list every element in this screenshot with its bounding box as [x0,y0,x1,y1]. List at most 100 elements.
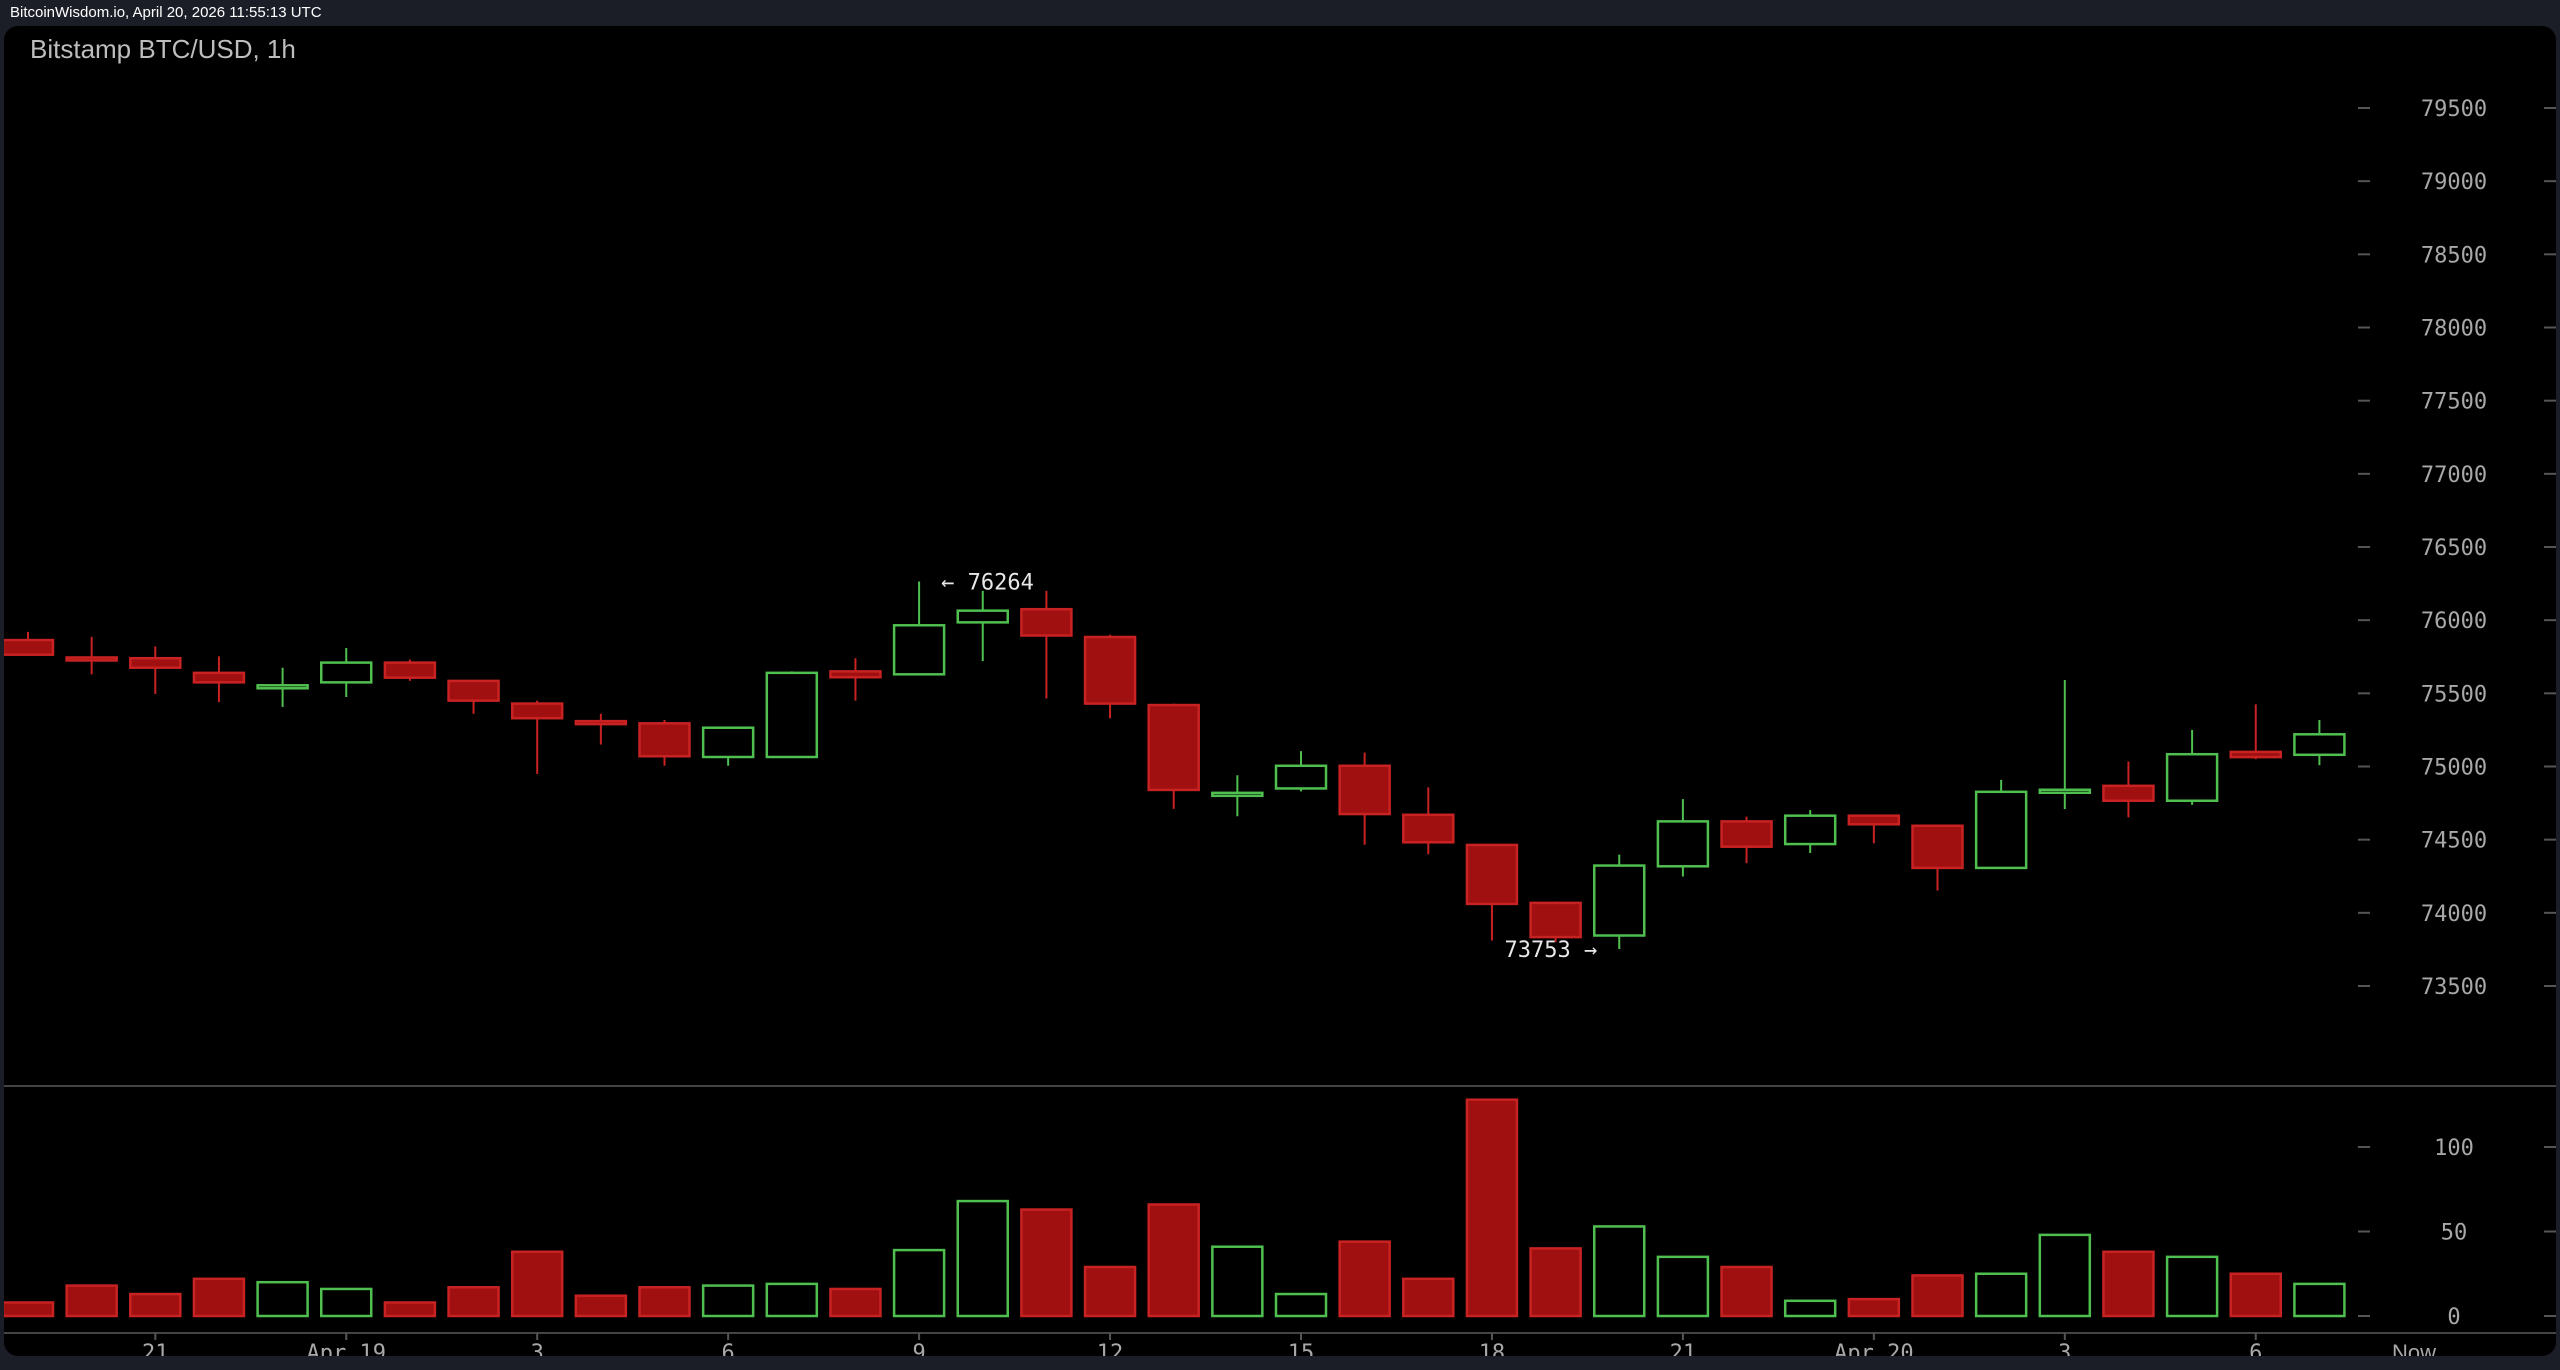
volume-bar-down [1529,1247,1582,1318]
candle-body-up [1211,791,1264,798]
price-tick-label: 76000 [2421,609,2487,634]
candle-body-down [1529,901,1582,939]
candle-body-down [574,719,628,726]
chart-panel: 73500 74000 74500 75000 75500 76000 76500 77000… [4,26,2556,1356]
candle-body-up [320,661,373,684]
candle-body-up [1974,790,2028,870]
candle-body-down [1847,814,1901,826]
candle-body-down [1338,764,1391,816]
candle-body-down [383,661,437,679]
volume-bar-up [1593,1225,1646,1318]
price-tick-label: 73500 [2421,975,2487,1000]
volume-bar-up [956,1199,1009,1318]
time-tick-label: Apr 19 [307,1341,386,1356]
time-tick-label: Apr 20 [1834,1341,1913,1356]
volume-bar-down [829,1287,882,1318]
time-tick-label: 21 [142,1341,169,1356]
volume-bar-down [638,1286,691,1318]
candle-body-up [765,671,819,759]
volume-bar-down [1720,1265,1773,1318]
candle-body-up [892,624,946,676]
candle-body-up [1656,820,1710,868]
volume-bar-down [1402,1277,1455,1318]
candle-body-down [1083,635,1137,705]
time-tick-label: 15 [1288,1341,1315,1356]
candle-body-up [1593,864,1646,937]
candle-body-down [510,702,564,720]
price-tick-label: 77500 [2421,390,2487,415]
volume-bar-down [65,1284,118,1318]
volume-tick-label: 50 [2441,1221,2468,1246]
volume-bar-down [383,1301,437,1318]
price-tick-label: 75500 [2421,682,2487,707]
time-tick-label: 3 [531,1341,544,1356]
volume-bar-down [1847,1297,1901,1318]
candle-body-down [1720,820,1773,848]
volume-bar-down [4,1301,55,1318]
price-tick-label: 78500 [2421,243,2487,268]
now-label: Now [2392,1340,2436,1356]
candle-body-down [447,679,500,702]
candle-body-up [1274,764,1328,790]
chart-title: Bitstamp BTC/USD, 1h [30,34,296,64]
volume-bar-down [1911,1274,1964,1318]
volume-bar-up [1211,1245,1264,1318]
candle-body-down [1020,607,1073,637]
candle-body-down [2102,784,2155,802]
price-tick-label: 75000 [2421,756,2487,781]
price-tick-label: 74500 [2421,829,2487,854]
candle-body-up [701,726,755,759]
time-tick-label: 6 [722,1341,735,1356]
time-tick-label: 3 [2058,1341,2071,1356]
candle-body-up [956,609,1009,624]
candle-body-down [829,670,882,679]
volume-bar-up [1274,1292,1328,1318]
candle-body-down [192,671,246,684]
price-tick-label: 76500 [2421,536,2487,561]
top-bar: BitcoinWisdom.io, April 20, 2026 11:55:1… [0,0,2560,26]
volume-tick-label: 100 [2434,1136,2474,1161]
price-tick-label: 79000 [2421,170,2487,195]
volume-bar-down [1465,1098,1519,1318]
volume-bar-up [701,1284,755,1318]
time-tick-label: 9 [912,1341,925,1356]
price-tick-label: 77000 [2421,463,2487,488]
candle-body-up [256,684,309,690]
volume-bar-up [1656,1255,1710,1318]
price-tick-label: 79500 [2421,97,2487,122]
candle-body-down [65,656,118,662]
candle-body-down [638,722,691,758]
volume-bar-down [574,1294,628,1318]
volume-bar-down [1020,1208,1073,1318]
candle-body-down [1402,813,1455,844]
volume-tick-label: 0 [2447,1305,2460,1330]
candle-body-down [129,656,182,669]
time-tick-label: 21 [1670,1341,1697,1356]
volume-bar-up [2293,1282,2346,1318]
candle-body-down [4,638,55,656]
volume-bar-down [129,1292,182,1318]
price-tick-label: 78000 [2421,317,2487,342]
volume-bar-up [256,1280,309,1318]
volume-bar-up [2038,1233,2092,1318]
volume-bar-down [1083,1265,1137,1318]
volume-bar-up [892,1248,946,1318]
time-tick-label: 12 [1097,1341,1124,1356]
volume-bar-up [1783,1299,1837,1318]
time-tick-label: 18 [1479,1341,1506,1356]
candlestick-chart[interactable]: 73500 74000 74500 75000 75500 76000 76500 77000… [4,26,2556,1356]
candle-body-up [2038,788,2092,795]
candle-body-down [2229,750,2282,759]
candle-body-down [1147,703,1200,792]
low-annotation: 73753 → [1505,938,1598,963]
volume-bar-down [1147,1203,1200,1318]
candle-body-up [2293,733,2346,757]
volume-bar-down [2102,1250,2155,1318]
volume-bar-up [320,1287,373,1318]
candle-body-down [1911,824,1964,870]
price-tick-label: 74000 [2421,902,2487,927]
volume-bar-down [192,1277,246,1318]
volume-bar-down [510,1250,564,1318]
volume-bar-up [2165,1255,2219,1318]
volume-bar-up [1974,1272,2028,1318]
